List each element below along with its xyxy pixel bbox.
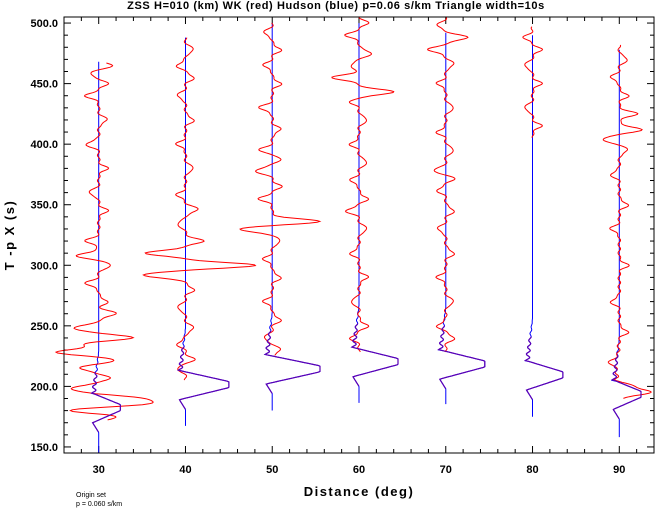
y-axis-label: T -p X (s)	[2, 200, 17, 271]
y-tick-label: 300.0	[30, 260, 58, 272]
trace-30	[54, 61, 154, 453]
footnote-origin: Origin set	[76, 492, 106, 499]
footnote-slowness: p = 0.060 s/km	[76, 501, 122, 508]
y-tick-label: 250.0	[30, 321, 58, 333]
x-tick-label: 40	[179, 464, 191, 476]
plot-frame	[63, 16, 655, 454]
y-tick-label: 350.0	[30, 200, 58, 212]
y-tick-label: 150.0	[30, 442, 58, 454]
x-tick-label: 70	[440, 464, 452, 476]
overlap-trace-line	[90, 371, 121, 433]
trace-40	[142, 37, 257, 426]
trace-60	[331, 16, 399, 403]
trace-group	[54, 16, 652, 453]
wk-trace-line	[331, 16, 395, 353]
x-tick-label: 50	[266, 464, 278, 476]
hudson-trace-line	[524, 35, 564, 417]
x-axis-label: Distance (deg)	[304, 484, 415, 499]
y-tick-label: 450.0	[30, 79, 58, 91]
wk-trace-line	[602, 44, 652, 399]
chart-title: ZSS H=010 (km) WK (red) Hudson (blue) p=…	[127, 0, 545, 12]
x-tick-label: 60	[353, 464, 365, 476]
overlap-trace-line	[610, 355, 642, 420]
overlap-trace-line	[263, 330, 321, 394]
overlap-trace-line	[350, 323, 399, 387]
wk-trace-line	[426, 16, 469, 353]
wk-trace-line	[239, 22, 322, 356]
y-tick-label: 400.0	[30, 139, 58, 151]
trace-70	[426, 16, 486, 405]
wk-trace-line	[522, 26, 544, 138]
y-tick-label: 200.0	[30, 381, 58, 393]
x-tick-label: 90	[613, 464, 625, 476]
x-tick-label: 30	[93, 464, 105, 476]
overlap-trace-line	[437, 325, 486, 389]
overlap-trace-line	[523, 336, 564, 400]
hudson-trace-line	[437, 32, 486, 405]
hudson-trace-line	[263, 23, 321, 411]
x-axis-ticks: 30 40 50 60 70 80 90	[80, 17, 638, 476]
overlap-trace-line	[176, 346, 230, 410]
wk-trace-line	[142, 37, 257, 381]
trace-80	[522, 26, 564, 417]
wk-trace-line	[54, 62, 154, 421]
x-tick-label: 80	[526, 464, 538, 476]
y-tick-label: 500.0	[30, 18, 58, 30]
trace-50	[239, 22, 322, 411]
trace-90	[602, 44, 652, 438]
hudson-trace-line	[610, 49, 642, 438]
y-axis-ticks: 150.0 200.0 250.0 300.0 350.0 400.0 450.0 500.0	[30, 18, 654, 454]
